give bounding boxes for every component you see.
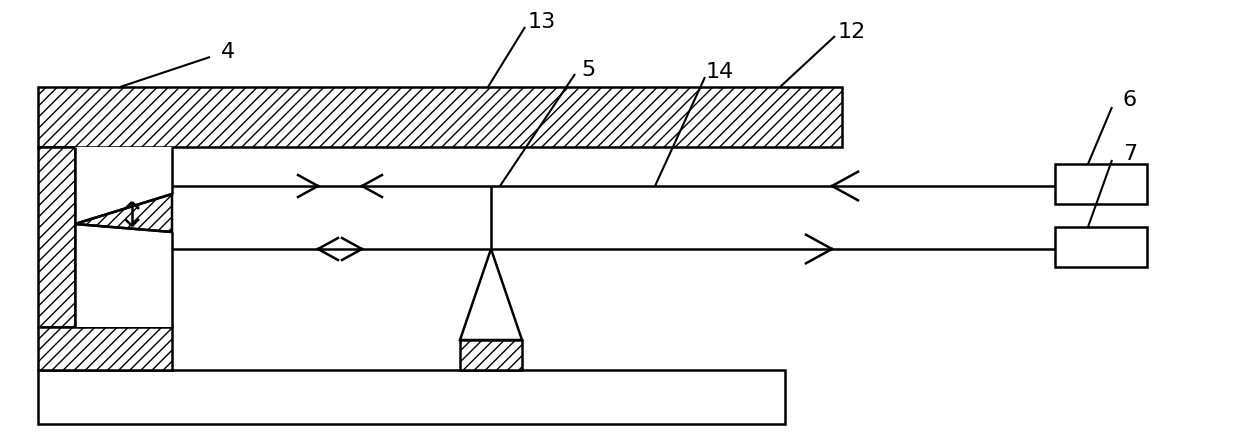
Polygon shape [76, 147, 172, 224]
Polygon shape [460, 249, 522, 340]
Text: 7: 7 [1123, 144, 1137, 164]
Text: 14: 14 [706, 62, 735, 82]
Bar [1054, 227, 1147, 267]
Bar [38, 87, 843, 147]
Text: 12: 12 [838, 22, 866, 42]
Polygon shape [76, 194, 172, 232]
Text: 4: 4 [221, 42, 235, 62]
Text: 5: 5 [581, 60, 595, 80]
Polygon shape [76, 224, 172, 327]
Text: 13: 13 [528, 12, 556, 32]
Bar [38, 370, 786, 424]
Bar [460, 340, 522, 370]
Text: 6: 6 [1123, 90, 1137, 110]
Bar [38, 147, 76, 327]
Bar [38, 327, 172, 370]
Bar [1054, 164, 1147, 204]
